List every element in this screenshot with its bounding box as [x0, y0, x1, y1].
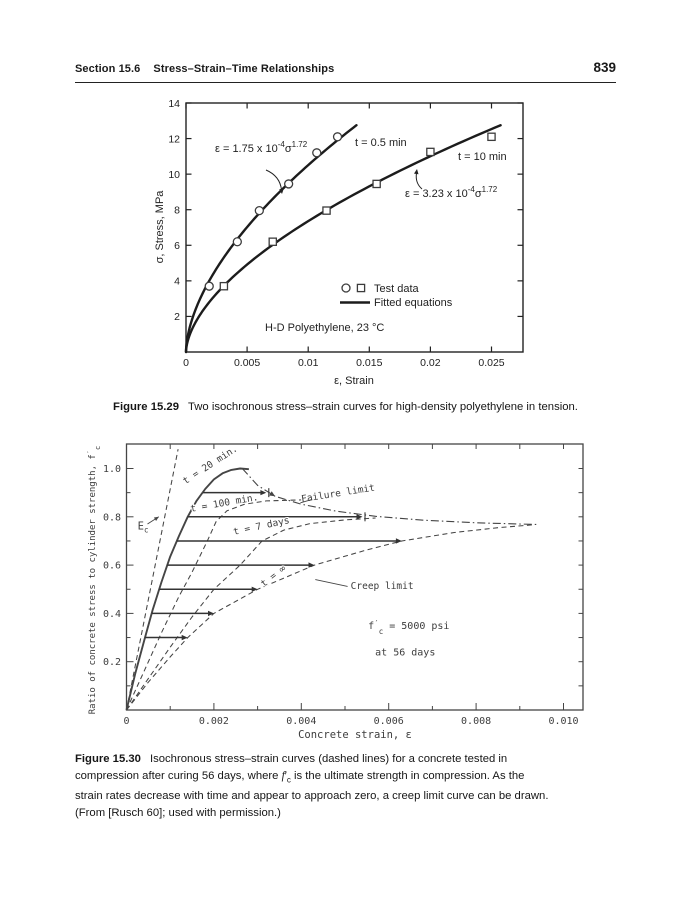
curve [126, 524, 533, 711]
legend-fitted: Fitted equations [374, 297, 453, 309]
caption-text: is the ultimate strength in compression.… [290, 769, 525, 782]
svg-text:0.002: 0.002 [199, 716, 229, 727]
caption-line-1: Figure 15.30 Isochronous stress–strain cu… [75, 751, 627, 768]
running-head: Section 15.6 Stress–Strain–Time Relations… [75, 63, 334, 75]
caption-line-2: compression after curing 56 days, where … [75, 768, 627, 789]
svg-text:0.2: 0.2 [103, 657, 121, 668]
data-point-circle [312, 148, 322, 158]
data-point-square [268, 237, 278, 246]
svg-text:0.025: 0.025 [478, 357, 504, 369]
curve-label: t = 7 days [232, 515, 290, 538]
data-point-circle [332, 132, 343, 142]
legend-test-data: Test data [374, 283, 420, 295]
svg-text:14: 14 [168, 98, 180, 110]
figure-15-29-text: Two isochronous stress–strain curves for… [187, 401, 578, 413]
chart-1530-group: 0 0.002 0.004 0.006 0.008 0.010 0.2 0.4 0.6 0.8 1.… [86, 442, 584, 741]
section-title: Stress–Strain–Time Relationships [153, 63, 335, 75]
data-point-square [426, 147, 435, 157]
legend-square-marker [356, 283, 366, 293]
svg-text:4: 4 [174, 276, 180, 288]
svg-text:0: 0 [183, 357, 189, 369]
svg-text:0.4: 0.4 [103, 609, 121, 620]
fc-symbol-sub: c [286, 774, 291, 784]
svg-text:8: 8 [174, 205, 180, 217]
caption-text: Isochronous stress–strain curves (dashed… [149, 753, 508, 765]
svg-text:0.01: 0.01 [298, 357, 319, 369]
section-number: Section 15.6 [75, 63, 141, 75]
chart-1529-group: 0 0.005 0.01 0.015 0.02 0.025 2 4 6 8 10 12 14 ε, Str… [154, 98, 524, 387]
data-point-square [322, 206, 331, 215]
svg-text:0.004: 0.004 [286, 716, 316, 727]
svg-text:2: 2 [174, 311, 180, 323]
curve-time-label: t = 0.5 min [355, 137, 407, 149]
svg-text:12: 12 [168, 133, 180, 145]
fc-symbol-f: f [281, 769, 285, 782]
curve-label: Ec [138, 520, 149, 534]
x-axis-label: ε, Strain [334, 375, 374, 387]
data-point-square [487, 132, 496, 142]
fitted-curve [184, 124, 502, 354]
svg-text:0.6: 0.6 [103, 561, 121, 572]
curve-label: t = ∞ [259, 563, 289, 589]
svg-text:0.006: 0.006 [374, 716, 404, 727]
svg-text:0: 0 [123, 716, 129, 727]
data-point-circle [204, 281, 214, 291]
page-number: 839 [593, 60, 616, 75]
curve [241, 468, 538, 526]
material-note: H-D Polyethylene, 23 °C [265, 322, 384, 334]
strength-note-line2: at 56 days [375, 648, 435, 659]
svg-text:6: 6 [174, 240, 180, 252]
page-header: Section 15.6 Stress–Strain–Time Relations… [75, 60, 616, 83]
svg-text:1.0: 1.0 [103, 464, 121, 475]
figure-15-29-caption: Figure 15.29 Two isochronous stress–strai… [75, 401, 616, 413]
svg-text:0.010: 0.010 [548, 716, 578, 727]
svg-text:0.02: 0.02 [420, 357, 441, 369]
legend-circle-marker [341, 283, 351, 293]
svg-text:0.005: 0.005 [234, 357, 260, 369]
caption-line-4: (From [Rusch 60]; used with permission.) [75, 806, 281, 819]
caption-text: compression after curing 56 days, where [75, 769, 282, 782]
fc-symbol: f′c [281, 769, 291, 784]
curve [125, 449, 179, 711]
data-point-circle [232, 237, 242, 247]
data-point-square [372, 179, 381, 189]
svg-text:0.008: 0.008 [461, 716, 491, 727]
figure-15-29-chart: 0 0.005 0.01 0.015 0.02 0.025 2 4 6 8 10 12 14 ε, Str… [154, 98, 524, 387]
equation-label: ε = 1.75 x 10-4σ1.72 [215, 140, 308, 155]
figure-15-30-chart: 0 0.002 0.004 0.006 0.008 0.010 0.2 0.4 0.6 0.8 1.… [86, 442, 584, 741]
svg-text:10: 10 [168, 169, 180, 181]
figure-15-29-label: Figure 15.29 [113, 401, 179, 413]
curve-label: Failure limit [300, 483, 375, 505]
caption-line-3: strain rates decrease with time and appe… [75, 790, 549, 803]
curve-label: Creep limit [351, 581, 414, 592]
plot-frame [185, 102, 524, 353]
svg-text:0.8: 0.8 [103, 512, 121, 523]
y-axis-label: Ratio of concrete stress to cylinder str… [86, 446, 102, 715]
curve-time-label: t = 10 min [458, 151, 507, 163]
curve [126, 499, 302, 711]
fc-symbol-prime: ′ [284, 769, 287, 782]
curve-label: t = 20 min. [181, 443, 240, 486]
figure-15-30-label: Figure 15.30 [75, 753, 141, 765]
plot-frame [125, 443, 584, 711]
curve [126, 517, 376, 711]
strength-note-line1: f′c = 5000 psi [368, 619, 449, 636]
svg-text:0.015: 0.015 [356, 357, 382, 369]
data-point-square [219, 281, 229, 291]
figure-15-30-caption: Figure 15.30 Isochronous stress–strain cu… [75, 751, 627, 821]
x-axis-label: Concrete strain, ε [298, 729, 412, 741]
data-point-circle [254, 205, 264, 216]
equation-label: ε = 3.23 x 10-4σ1.72 [405, 185, 498, 200]
y-axis-label: σ, Stress, MPa [154, 190, 166, 264]
data-point-circle [283, 179, 294, 189]
